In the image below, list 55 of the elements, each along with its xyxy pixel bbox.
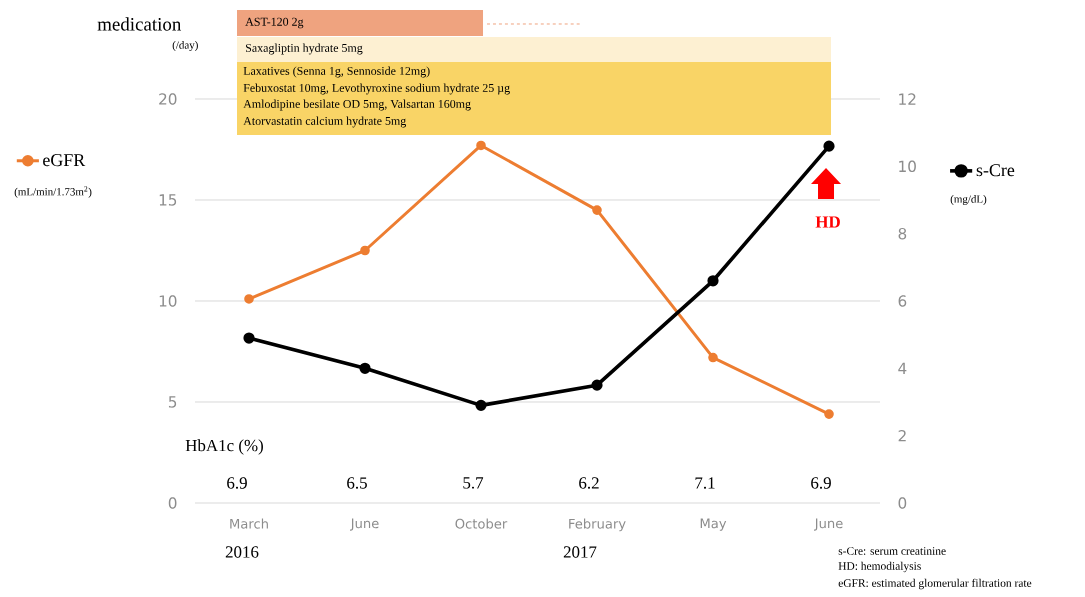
x-tick-label: June	[814, 518, 843, 531]
x-tick-label: March	[230, 518, 268, 529]
y2-tick-label: 8	[898, 227, 907, 240]
y2-tick-label: 4	[898, 362, 907, 374]
annotation: HbA1c (%)	[185, 439, 263, 455]
legend-label: eGFR	[43, 154, 86, 167]
text: eGFR: estimated glomerular filtration rate	[838, 578, 1032, 590]
annotation: HD	[815, 216, 840, 228]
x-tick-label: June	[350, 518, 379, 531]
y2-tick-label: 2	[898, 430, 906, 442]
point	[707, 275, 719, 287]
point	[244, 294, 254, 304]
annotation: Atorvastatin calcium hydrate 5mg	[243, 116, 407, 128]
text: (/day)	[172, 41, 198, 51]
y-tick-label: 15	[159, 194, 177, 206]
text: AST-120 2g	[245, 17, 304, 29]
point	[591, 379, 603, 391]
annotation: 6.9	[227, 477, 247, 489]
point	[476, 140, 486, 151]
text: 2017	[563, 546, 597, 558]
text: Laxatives (Senna 1g, Sennoside 12mg)	[243, 66, 430, 78]
annotation: Amlodipine besilate OD 5mg, Valsartan 160mg	[243, 99, 471, 111]
y-tick-label: 0	[168, 497, 177, 509]
x-tick-label: October	[455, 518, 508, 529]
annotation: 6.9	[811, 477, 831, 489]
x-tick-label: February	[569, 518, 626, 532]
text: HD: hemodialysis	[838, 561, 921, 573]
y2-tick-label: 10	[899, 160, 916, 173]
y-tick-label: 5	[168, 396, 177, 408]
y2-tick-label: 12	[899, 93, 916, 105]
point	[360, 245, 370, 256]
annotation: 6.2	[579, 477, 599, 489]
point	[592, 205, 602, 215]
point	[359, 362, 371, 374]
annotation: 6.5	[347, 477, 367, 489]
point	[823, 140, 835, 152]
x-tick-label: May	[700, 518, 727, 531]
point	[708, 352, 718, 363]
text: 2016	[225, 546, 259, 558]
text: medication	[97, 17, 182, 31]
text: (mg/dL)	[950, 195, 987, 205]
y-tick-label: 20	[159, 93, 177, 105]
y2-tick-label: 0	[898, 497, 907, 509]
text: (mL/min/1.73m$^{2}$)	[14, 186, 92, 198]
y-tick-label: 10	[159, 295, 177, 307]
y2-tick-label: 6	[898, 295, 907, 307]
annotation: 7.1	[695, 477, 715, 489]
point	[824, 409, 834, 419]
annotation: 5.7	[463, 477, 484, 489]
text: Saxagliptin hydrate 5mg	[246, 43, 363, 55]
text: Febuxostat 10mg, Levothyroxine sodium hydrate 25 µg	[243, 83, 510, 95]
point	[475, 399, 487, 411]
text: s-Cre: serum creatinine	[838, 547, 946, 555]
point	[243, 332, 255, 344]
legend-label: s-Cre	[976, 164, 1015, 177]
